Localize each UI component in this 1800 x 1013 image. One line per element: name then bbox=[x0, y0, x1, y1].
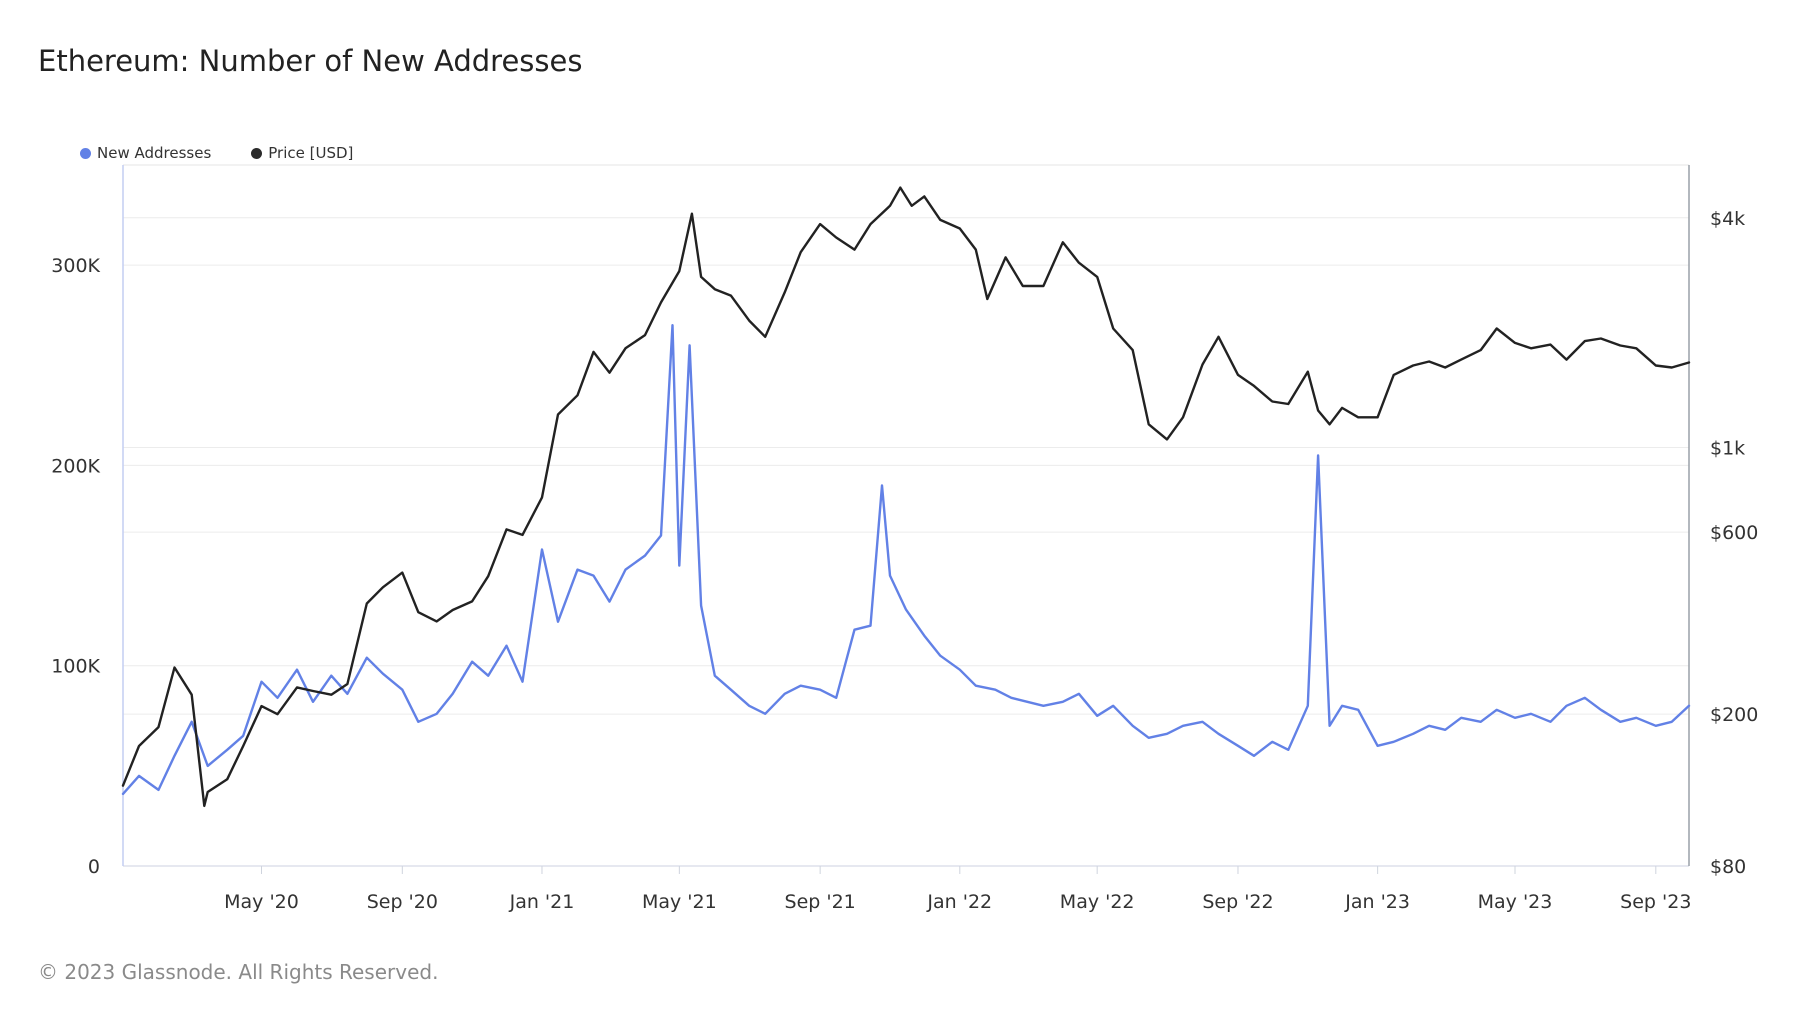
x-tick-label: Jan '22 bbox=[926, 891, 992, 913]
x-tick-label: Jan '23 bbox=[1344, 891, 1410, 913]
y-right-tick-label: $4k bbox=[1710, 208, 1745, 230]
y-left-tick-label: 100K bbox=[51, 656, 100, 678]
y-right-tick-label: $600 bbox=[1710, 522, 1758, 544]
x-tick-label: Sep '22 bbox=[1202, 891, 1273, 913]
copyright-footer: © 2023 Glassnode. All Rights Reserved. bbox=[38, 960, 439, 984]
x-tick-label: May '22 bbox=[1060, 891, 1135, 913]
x-tick-label: Sep '21 bbox=[785, 891, 856, 913]
y-left-tick-label: 300K bbox=[51, 255, 100, 277]
legend-label-price: Price [USD] bbox=[268, 144, 354, 162]
x-tick-label: May '20 bbox=[224, 891, 299, 913]
series-line-price bbox=[121, 186, 1691, 808]
legend-dot-price bbox=[251, 147, 263, 159]
y-right-tick-label: $200 bbox=[1710, 704, 1758, 726]
legend-label-new-addresses: New Addresses bbox=[97, 144, 212, 162]
x-tick-label: May '23 bbox=[1478, 891, 1553, 913]
x-tick-label: May '21 bbox=[642, 891, 717, 913]
x-tick-label: Sep '23 bbox=[1620, 891, 1691, 913]
y-right-tick-label: $80 bbox=[1710, 856, 1746, 878]
y-left-tick-label: 200K bbox=[51, 455, 100, 477]
x-tick-label: Jan '21 bbox=[509, 891, 575, 913]
x-tick-label: Sep '20 bbox=[367, 891, 438, 913]
legend-dot-new-addresses bbox=[80, 147, 91, 159]
y-right-tick-label: $1k bbox=[1710, 437, 1745, 459]
series-line-new-addresses bbox=[121, 324, 1691, 796]
legend: New Addresses Price [USD] bbox=[80, 144, 353, 162]
y-left-tick-label: 0 bbox=[88, 856, 100, 878]
legend-item-new-addresses[interactable]: New Addresses bbox=[80, 144, 211, 162]
legend-item-price[interactable]: Price [USD] bbox=[251, 144, 353, 162]
chart-title: Ethereum: Number of New Addresses bbox=[38, 44, 583, 78]
